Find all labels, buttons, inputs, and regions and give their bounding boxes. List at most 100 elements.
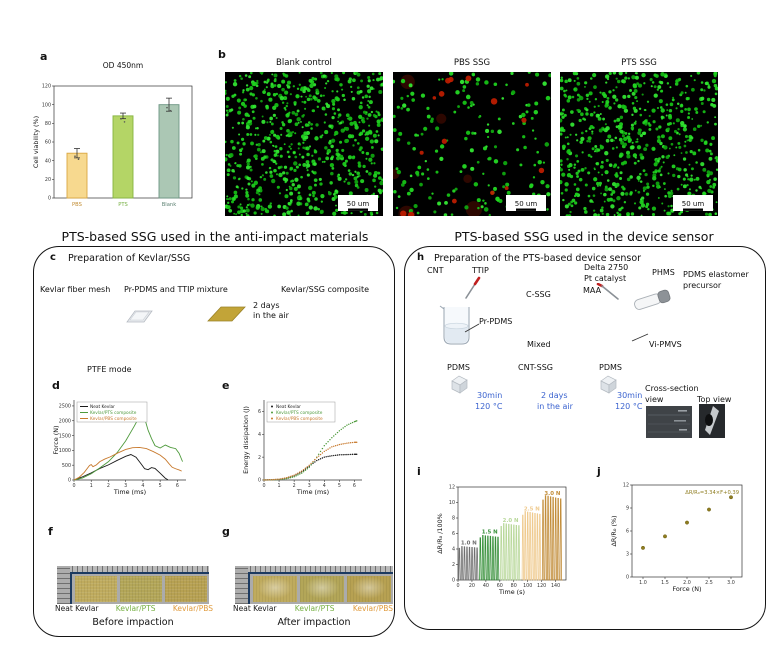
cross-section-label2: view [645, 395, 664, 404]
svg-text:5: 5 [159, 483, 162, 489]
pdms-left-label: PDMS [447, 363, 470, 372]
svg-text:Force (N): Force (N) [672, 585, 701, 593]
svg-text:60: 60 [497, 583, 503, 589]
svg-text:1: 1 [278, 483, 281, 489]
pr-pdms-label: Pr-PDMS [479, 317, 513, 326]
ruler-edge [57, 566, 209, 573]
svg-text:Blank: Blank [162, 202, 176, 208]
micrograph-image: 50 um [393, 72, 551, 216]
panel-c-title: Preparation of Kevlar/SSG [68, 253, 191, 264]
fabric-strip [120, 576, 162, 602]
resistance-force-chart: 1.0 1.5 2.0 2.5 3.0 0 3 6 9 12 Force (N) ΔR/R₀ (%) Δ… [610, 483, 743, 593]
micrograph-image: 50 um [560, 72, 718, 216]
svg-text:1000: 1000 [59, 448, 71, 454]
svg-text:50 um: 50 um [682, 200, 705, 208]
svg-text:20: 20 [45, 177, 51, 183]
panel-h-tag: h [417, 252, 425, 263]
micrograph-title: PTS SSG [621, 58, 657, 68]
svg-text:2.0 N: 2.0 N [503, 518, 519, 524]
cube-icon [451, 375, 468, 394]
ruler-edge [235, 566, 248, 604]
svg-text:100: 100 [42, 102, 51, 108]
svg-text:3: 3 [124, 483, 127, 489]
svg-text:4: 4 [452, 547, 455, 553]
before-strip-labels: Neat Kevlar Kevlar/PTS Kevlar/PBS [55, 604, 213, 613]
maa-label: MAA [583, 286, 602, 295]
anti-impact-box [33, 246, 395, 637]
micrograph-image: 50 um [225, 72, 383, 216]
panel-f-tag: f [48, 525, 53, 538]
fabric-strips [253, 576, 391, 602]
air-line2: in the air [537, 402, 573, 411]
svg-text:PTS: PTS [118, 202, 128, 208]
svg-text:4: 4 [323, 483, 326, 489]
svg-text:Time (s): Time (s) [498, 588, 525, 596]
pointer-line [464, 323, 480, 333]
svg-text:8: 8 [452, 516, 455, 522]
composite-label: Kevlar/SSG composite [281, 285, 370, 294]
svg-text:40: 40 [45, 158, 51, 164]
panel-j-tag: j [597, 465, 601, 478]
pipette-icon [596, 283, 619, 300]
svg-text:0: 0 [72, 483, 75, 489]
pdms-elastomer-label1: PDMS elastomer [683, 270, 749, 279]
after-caption: After impaction [277, 617, 351, 628]
svg-text:50 um: 50 um [515, 200, 538, 208]
photo-frame [70, 572, 209, 604]
svg-text:1.0 N: 1.0 N [461, 540, 477, 546]
before-impaction-photo [57, 566, 209, 604]
photo-frame [248, 572, 393, 604]
cube-icon [600, 375, 617, 394]
svg-text:Neat Kevlar: Neat Kevlar [276, 404, 301, 410]
top-view-label: Top view [697, 395, 732, 404]
svg-text:0: 0 [48, 196, 51, 202]
svg-text:ΔR/R₀ (%): ΔR/R₀ (%) [610, 515, 618, 546]
resistance-time-chart: 0 20 40 60 80 100 120 140 0 2 4 6 8 10 12 Time (s) ΔR/R₀… [436, 485, 567, 596]
cross-section-image [646, 406, 692, 438]
svg-text:0: 0 [68, 478, 71, 484]
fabric-strip [253, 576, 297, 602]
svg-text:12: 12 [623, 483, 629, 489]
svg-text:500: 500 [62, 463, 71, 469]
delta-label: Delta 2750 [584, 263, 629, 272]
svg-text:3: 3 [626, 552, 629, 558]
svg-text:1.5: 1.5 [661, 580, 669, 586]
svg-text:Kevlar/PTS composite: Kevlar/PTS composite [90, 410, 137, 416]
svg-text:10: 10 [449, 500, 455, 506]
vi-pmvs-label: Vi-PMVS [649, 340, 682, 349]
panel-a-tag: a [40, 50, 48, 63]
svg-text:60: 60 [45, 140, 51, 146]
svg-text:120: 120 [537, 583, 546, 589]
duration-line2: in the air [253, 311, 289, 320]
fabric-strip [300, 576, 344, 602]
pipette-icon [465, 276, 481, 299]
strip-label: Kevlar/PBS [172, 604, 213, 613]
svg-text:4: 4 [141, 483, 144, 489]
bar-chart-cell-viability: OD 450nm 0 20 40 60 80 100 120 Cell viability (%… [32, 61, 193, 208]
svg-text:Cell viability (%): Cell viability (%) [32, 116, 40, 168]
svg-text:0: 0 [452, 578, 455, 584]
panel-h-title: Preparation of the PTS-based device sens… [434, 253, 642, 264]
force-time-chart: 0 1 2 3 4 5 6 0 500 1000 1500 2000 2500 Time (ms) Forc… [52, 400, 186, 496]
pt-catalyst-label: Pt catalyst [584, 274, 627, 283]
svg-text:3.0 N: 3.0 N [544, 491, 560, 497]
cnt-ssg-label: CNT-SSG [518, 363, 553, 372]
svg-text:1: 1 [90, 483, 93, 489]
svg-text:OD 450nm: OD 450nm [103, 61, 143, 70]
svg-text:2: 2 [293, 483, 296, 489]
strip-label: Kevlar/PTS [115, 604, 156, 613]
svg-text:1.5 N: 1.5 N [482, 530, 498, 536]
svg-text:140: 140 [551, 583, 560, 589]
svg-text:50 um: 50 um [347, 200, 370, 208]
svg-text:0: 0 [626, 575, 629, 581]
duration-line1: 2 days [253, 301, 280, 310]
panel-b-tag: b [218, 48, 226, 61]
pdms-elastomer-label2: precursor [683, 281, 722, 290]
svg-text:2: 2 [452, 562, 455, 568]
ttip-label: TTIP [472, 266, 489, 275]
cssg-label: C-SSG [526, 290, 551, 299]
svg-text:PBS: PBS [72, 202, 82, 208]
svg-text:6: 6 [176, 483, 179, 489]
svg-text:2.0: 2.0 [683, 580, 691, 586]
svg-text:2.5: 2.5 [705, 580, 713, 586]
